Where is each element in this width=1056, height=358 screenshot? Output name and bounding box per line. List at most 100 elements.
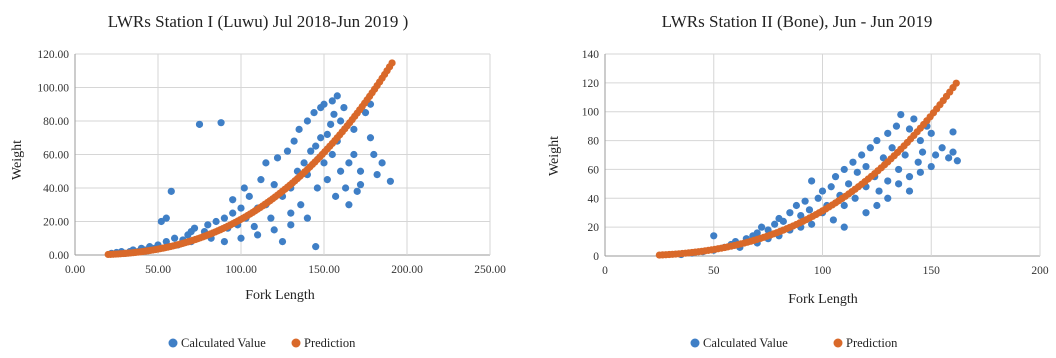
calculated-point <box>337 117 345 125</box>
calculated-point <box>829 216 837 224</box>
calculated-point <box>171 234 179 242</box>
legend-label-prediction: Prediction <box>304 336 356 350</box>
x-tick-label: 200.00 <box>391 264 423 276</box>
calculated-point <box>220 238 228 246</box>
x-tick-label: 50 <box>708 265 720 277</box>
calculated-point <box>949 148 957 156</box>
x-tick-label: 100 <box>814 265 832 277</box>
calculated-point <box>297 201 305 209</box>
calculated-point <box>849 158 857 166</box>
calculated-point <box>905 187 914 195</box>
calculated-point <box>808 177 816 185</box>
calculated-point <box>827 183 835 191</box>
calculated-point <box>270 181 278 189</box>
y-tick-label: 120.00 <box>37 49 69 61</box>
calculated-point <box>895 180 903 188</box>
calculated-point <box>337 167 345 175</box>
calculated-point <box>340 104 348 112</box>
calculated-point <box>866 144 874 152</box>
calculated-point <box>204 221 212 229</box>
calculated-point <box>323 130 331 138</box>
calculated-point <box>370 150 378 159</box>
calculated-point <box>323 176 331 184</box>
calculated-point <box>897 111 905 119</box>
y-tick-label: 140 <box>582 49 600 61</box>
calculated-point <box>814 194 822 202</box>
calculated-point <box>313 184 321 192</box>
calculated-point <box>257 176 265 184</box>
legend-label-calculated: Calculated Value <box>181 336 266 350</box>
y-tick-label: 0 <box>593 251 599 263</box>
calculated-point <box>884 129 892 137</box>
calculated-point <box>240 184 248 192</box>
calculated-point <box>845 180 853 188</box>
legend-swatch-prediction <box>833 338 843 348</box>
calculated-point <box>328 150 336 159</box>
calculated-point <box>303 214 311 222</box>
calculated-point <box>350 150 358 159</box>
grid-lines <box>74 53 491 256</box>
calculated-point <box>945 154 953 162</box>
calculated-point <box>283 147 292 155</box>
calculated-point <box>356 167 365 175</box>
calculated-point <box>287 209 295 217</box>
calculated-point <box>797 212 805 220</box>
calculated-point <box>273 154 282 162</box>
calculated-point <box>862 162 870 171</box>
x-tick-label: 250.00 <box>474 264 506 276</box>
legend-swatch-calculated <box>690 338 700 348</box>
x-tick-label: 0 <box>602 265 608 277</box>
calculated-point <box>332 192 340 200</box>
calculated-point <box>307 147 315 155</box>
calculated-point <box>918 148 927 156</box>
y-tick-labels: 0.00 20.00 40.00 60.00 80.00 100.00 120.00 <box>37 49 69 262</box>
calculated-point <box>237 204 245 212</box>
calculated-point <box>932 151 940 159</box>
y-tick-label: 80.00 <box>43 116 69 128</box>
calculated-point <box>386 177 394 185</box>
calculated-point <box>938 144 946 152</box>
y-tick-label: 40.00 <box>43 183 69 195</box>
calculated-point <box>287 221 295 229</box>
x-tick-labels: 0 50 100 150 200 <box>602 265 1049 277</box>
calculated-point <box>341 184 350 192</box>
x-tick-label: 200 <box>1031 265 1049 277</box>
y-tick-label: 100.00 <box>37 83 69 95</box>
calculated-point <box>905 173 914 181</box>
calculated-point <box>808 220 816 228</box>
calculated-point <box>229 196 237 204</box>
y-tick-label: 60 <box>588 164 600 176</box>
calculated-point <box>254 231 262 239</box>
legend-swatch-calculated <box>168 338 178 348</box>
calculated-point <box>262 159 270 167</box>
calculated-point <box>851 194 859 202</box>
calculated-point <box>310 109 318 117</box>
calculated-point <box>217 119 225 127</box>
calculated-point <box>270 226 278 234</box>
y-tick-label: 60.00 <box>43 150 69 162</box>
y-axis-label: Weight <box>547 136 562 176</box>
x-tick-label: 150 <box>923 265 941 277</box>
calculated-point <box>353 187 361 195</box>
x-tick-label: 150.00 <box>308 264 340 276</box>
calculated-point <box>330 110 338 118</box>
calculated-point <box>350 125 358 133</box>
y-tick-label: 100 <box>582 107 600 119</box>
prediction-point <box>388 59 396 67</box>
x-tick-label: 50.00 <box>145 264 171 276</box>
calculated-point <box>840 201 848 210</box>
calculated-point <box>162 214 170 222</box>
calculated-point <box>873 136 881 145</box>
y-axis-label: Weight <box>10 140 25 180</box>
calculated-point <box>840 223 848 231</box>
data-points <box>104 59 396 259</box>
calculated-point <box>779 217 787 225</box>
calculated-point <box>320 159 328 167</box>
calculated-point <box>250 222 258 231</box>
calculated-point <box>786 209 794 217</box>
y-tick-label: 40 <box>588 193 600 205</box>
calculated-point <box>949 128 957 136</box>
calculated-point <box>312 142 320 150</box>
calculated-point <box>290 137 298 145</box>
calculated-point <box>792 201 801 210</box>
